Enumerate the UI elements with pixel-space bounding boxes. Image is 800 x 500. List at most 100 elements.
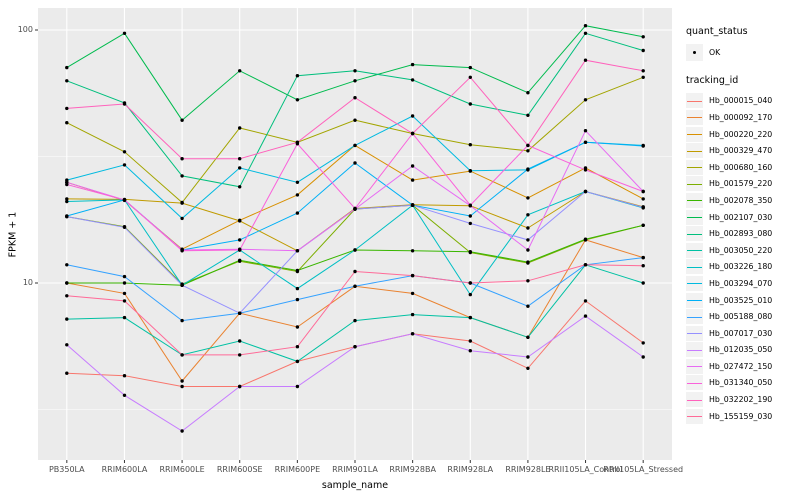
data-point [468,221,472,226]
data-point [295,297,300,302]
data-point [583,140,588,144]
legend-quant-status-block: quant_status OK [686,26,798,61]
series-color-line-icon [687,233,702,235]
legend-item-label: Hb_000092_170 [709,112,773,122]
data-point [526,167,530,171]
legend-item-label: Hb_000329_470 [709,146,773,156]
data-point [641,341,645,345]
legend-item-label: Hb_005188_080 [709,312,773,322]
data-point [353,96,357,100]
data-point [238,185,242,189]
legend-key-swatch [686,192,703,208]
data-point [353,248,357,252]
data-point [410,273,415,278]
data-point [526,226,530,230]
x-tick-label-PB350LA: PB350LA [48,465,85,474]
legend-item-label: Hb_003226_180 [709,262,773,272]
data-point [65,263,69,267]
data-point [238,384,242,389]
data-point [641,189,645,194]
legend-tracking-id-block: tracking_id Hb_000015_040 Hb_000092_170 Hb… [686,75,798,425]
data-point [122,274,127,279]
series-color-line-icon [687,117,702,119]
data-point [238,238,242,242]
data-point [353,345,357,349]
legend-key-swatch [686,342,703,358]
data-point [353,284,357,288]
ok-key-box [686,43,703,61]
data-point [468,292,472,297]
data-point [468,143,472,147]
data-point [295,325,300,329]
data-point [238,126,242,130]
data-point [295,180,300,184]
legend-item-Hb_007017_030: Hb_007017_030 [686,325,798,342]
data-point [180,200,184,205]
data-point [353,118,357,122]
series-color-line-icon [687,150,702,152]
data-point [180,283,184,287]
series-color-line-icon [687,266,702,268]
data-point [122,225,127,229]
data-point [238,353,242,357]
legend-item-Hb_000329_470: Hb_000329_470 [686,142,798,159]
data-point [238,219,242,223]
x-tick-label-RRIM901LA: RRIM901LA [332,465,378,474]
data-point [468,203,472,207]
data-point [641,264,645,268]
legend-key-swatch [686,242,703,258]
legend-item-Hb_002107_030: Hb_002107_030 [686,209,798,226]
data-point [526,304,530,308]
legend-key-swatch [686,275,703,291]
data-point [526,213,530,217]
data-points [65,24,645,433]
data-point [65,317,69,321]
legend-quant-status-title: quant_status [686,26,748,37]
data-point [295,211,300,215]
data-point [65,343,69,347]
data-point [583,299,588,303]
axis-tick-marks [35,29,644,463]
data-point [122,393,127,397]
data-point [410,78,415,82]
data-point [526,248,530,252]
series-color-line-icon [687,399,702,401]
data-point [641,75,645,80]
data-point [641,355,645,359]
data-point [122,281,127,285]
data-point [180,249,184,253]
legend-key-swatch [686,309,703,325]
legend-key-swatch [686,375,703,391]
series-color-line-icon [687,217,702,219]
data-point [238,166,242,170]
data-point [180,157,184,161]
data-point [641,144,645,148]
legend-key-swatch [686,93,703,109]
data-point [641,281,645,285]
series-color-line-icon [687,333,702,335]
data-point [526,91,530,95]
gridlines [38,8,672,460]
data-point [641,223,645,227]
legend-item-label: Hb_002107_030 [709,212,773,222]
series-color-line-icon [687,349,702,351]
legend-item-Hb_002893_080: Hb_002893_080 [686,225,798,242]
legend-key-swatch [686,358,703,374]
legend-key-swatch [686,292,703,308]
legend-item-ok-label: OK [709,47,721,57]
data-point [353,79,357,83]
data-point [468,339,472,343]
series-color-line-icon [687,183,702,185]
series-color-line-icon [687,416,702,418]
data-point [468,214,472,218]
data-point [468,281,472,285]
legend-item-Hb_003294_070: Hb_003294_070 [686,275,798,292]
legend-item-Hb_005188_080: Hb_005188_080 [686,308,798,325]
data-point [583,168,588,172]
legend-tracking-id-items: Hb_000015_040 Hb_000092_170 Hb_000220_220 H… [686,93,798,425]
data-point [353,269,357,274]
data-point [295,249,300,253]
data-point [410,164,415,168]
data-point [583,24,588,28]
data-point [583,98,588,102]
